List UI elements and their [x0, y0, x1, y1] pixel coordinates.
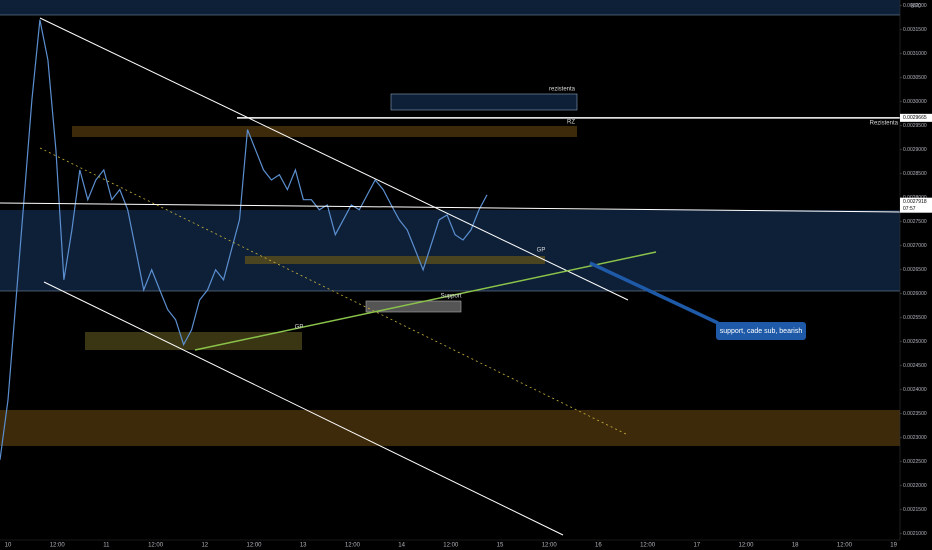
annotation: Rezistenta [870, 121, 899, 127]
price-line [0, 19, 488, 460]
price-axis [900, 0, 932, 550]
y-tick-label: 0.0027500 [903, 219, 927, 225]
yellow-zone [85, 332, 302, 350]
x-tick-label: 12 [201, 543, 208, 549]
annotation: GP [295, 325, 304, 331]
y-tick-label: 0.0022000 [903, 483, 927, 489]
y-tick-label: 0.0031000 [903, 51, 927, 57]
annotation: Support [440, 294, 461, 300]
x-tick-label: 12:00 [148, 543, 164, 549]
dotted-line [39, 147, 629, 436]
y-tick-label: 0.0023000 [903, 435, 927, 441]
x-tick-label: 12:00 [50, 543, 66, 549]
orange-zone [0, 410, 900, 446]
x-tick-label: 12:00 [738, 543, 754, 549]
y-tick-label: 0.0029500 [903, 123, 927, 129]
y-tick-label: 0.0032000 [903, 3, 927, 9]
x-tick-label: 19 [890, 543, 897, 549]
countdown: 07:57 [903, 206, 916, 212]
price-tag-label: 0.0029665 [903, 115, 927, 121]
orange-zone [72, 126, 577, 137]
top-zone [0, 0, 900, 15]
last-price-tag [900, 197, 932, 213]
x-tick-label: 10 [5, 543, 12, 549]
x-tick-label: 13 [300, 543, 307, 549]
y-tick-label: 0.0030500 [903, 75, 927, 81]
y-tick-label: 0.0025500 [903, 315, 927, 321]
price-tag [900, 113, 932, 122]
x-tick-label: 16 [595, 543, 602, 549]
y-tick-label: 0.0027000 [903, 243, 927, 249]
y-tick-label: 0.0023500 [903, 411, 927, 417]
y-tick-label: 0.0026000 [903, 291, 927, 297]
y-tick-label: 0.0024000 [903, 387, 927, 393]
last-price-label: 0.0027918 [903, 199, 927, 205]
x-tick-label: 17 [693, 543, 700, 549]
support-box [365, 300, 462, 313]
currency: BTC [911, 3, 921, 9]
annotation: rezistenta [549, 87, 576, 93]
y-tick-label: 0.0021000 [903, 531, 927, 537]
resistance-box [390, 93, 578, 111]
x-tick-label: 12:00 [246, 543, 262, 549]
y-tick-label: 0.0030000 [903, 99, 927, 105]
yellow-zone [245, 256, 545, 264]
green-line [194, 251, 657, 351]
x-tick-label: 12:00 [542, 543, 558, 549]
callout-text: support, cade sub, bearish [720, 328, 803, 335]
x-tick-label: 12:00 [640, 543, 656, 549]
callout-box [716, 322, 806, 340]
x-tick-label: 12:00 [345, 543, 361, 549]
arrow [589, 261, 719, 325]
annotation: RZ [567, 120, 575, 126]
x-tick-label: 11 [103, 543, 110, 549]
y-tick-label: 0.0029000 [903, 147, 927, 153]
y-tick-label: 0.0021500 [903, 507, 927, 513]
y-tick-label: 0.0031500 [903, 27, 927, 33]
y-tick-label: 0.0026500 [903, 267, 927, 273]
x-tick-label: 12:00 [443, 543, 459, 549]
y-tick-label: 0.0022500 [903, 459, 927, 465]
x-tick-label: 12:00 [837, 543, 853, 549]
x-tick-label: 15 [497, 543, 504, 549]
y-tick-label: 0.0028500 [903, 171, 927, 177]
y-tick-label: 0.0025000 [903, 339, 927, 345]
annotation: GP [537, 248, 546, 254]
trend-line [43, 281, 564, 536]
x-tick-label: 14 [398, 543, 405, 549]
y-tick-label: 0.0024500 [903, 363, 927, 369]
trend-line [0, 202, 901, 213]
trend-line [39, 17, 629, 301]
x-tick-label: 18 [792, 543, 799, 549]
